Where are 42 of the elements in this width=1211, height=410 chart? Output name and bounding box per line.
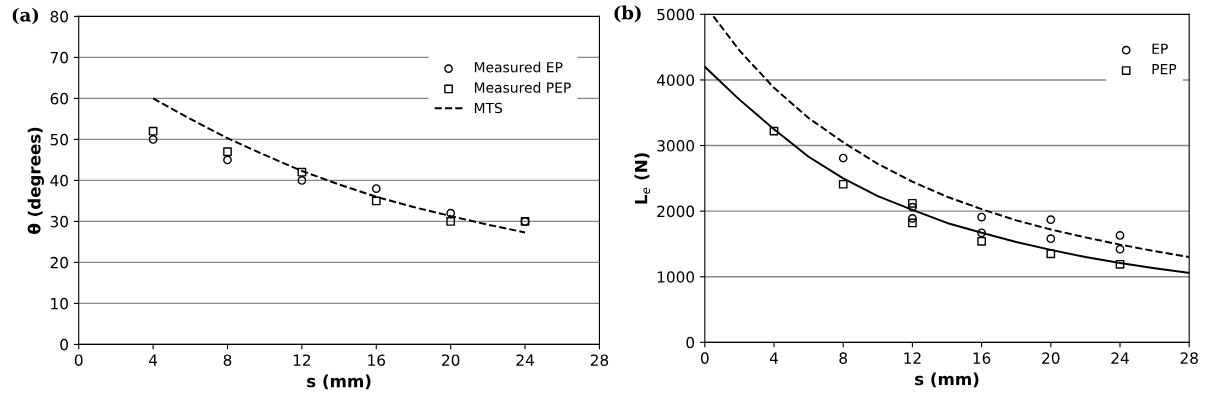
y-tick-label: 1000 (657, 271, 695, 283)
x-tick-label: 12 (293, 354, 311, 366)
x-tick-label: 24 (516, 354, 534, 366)
y-axis-title: L$_{e}$ (N) (634, 153, 651, 204)
y-tick-label: 70 (50, 51, 68, 64)
y-tick-label: 0 (60, 338, 68, 351)
y-tick-label: 10 (51, 297, 68, 310)
y-tick-label: 50 (50, 133, 68, 146)
x-tick-label: 20 (442, 354, 460, 366)
y-tick-label: 4000 (656, 74, 695, 86)
x-tick-label: 4 (769, 352, 779, 364)
legend-label: EP (1152, 43, 1168, 54)
x-axis-title: s (mm) (307, 374, 371, 390)
legend-label: Measured EP (474, 61, 563, 73)
x-axis-title: s (mm) (915, 372, 979, 388)
x-tick-label: 24 (1111, 352, 1129, 364)
x-tick-label: 16 (368, 354, 386, 366)
chart-title: (a) (12, 7, 39, 25)
y-axis-title: θ (degrees) (27, 127, 44, 234)
x-tick-label: 0 (74, 354, 83, 366)
legend-label: Measured PEP (474, 82, 571, 93)
x-tick-label: 20 (1042, 352, 1060, 364)
x-tick-label: 28 (590, 354, 609, 366)
y-tick-label: 5000 (657, 8, 695, 21)
x-tick-label: 16 (973, 352, 991, 364)
y-tick-label: 40 (50, 174, 68, 187)
y-tick-label: 3000 (657, 140, 695, 152)
x-tick-label: 8 (223, 354, 232, 366)
y-tick-label: 60 (50, 92, 68, 105)
y-tick-label: 30 (50, 215, 68, 228)
legend-label: MTS (474, 102, 503, 114)
y-tick-label: 2000 (657, 205, 695, 218)
x-tick-label: 4 (148, 354, 158, 366)
y-tick-label: 0 (686, 336, 695, 349)
legend-label: PEP (1152, 64, 1177, 75)
x-tick-label: 0 (700, 352, 709, 364)
x-tick-label: 12 (904, 352, 921, 364)
y-tick-label: 20 (50, 256, 68, 269)
y-tick-label: 80 (50, 10, 68, 23)
x-tick-label: 28 (1180, 352, 1198, 364)
chart-title: (b) (614, 5, 641, 23)
x-tick-label: 8 (839, 352, 848, 364)
